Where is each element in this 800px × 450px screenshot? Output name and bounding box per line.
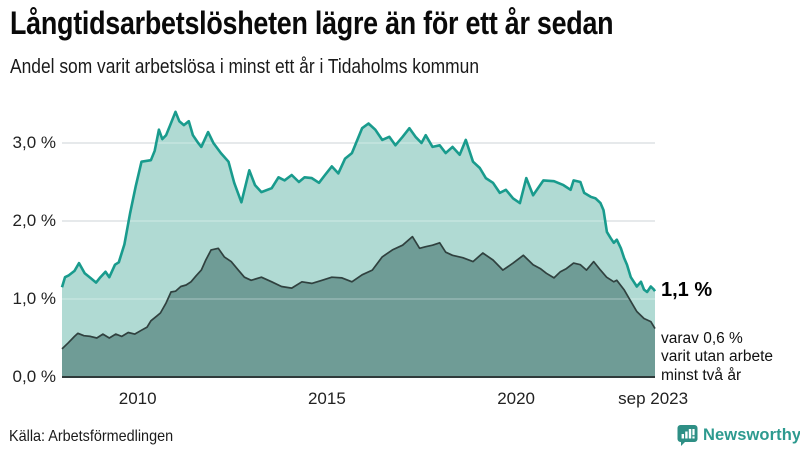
value-label-secondary-line3: minst två år [661,366,742,384]
y-tick-label: 3,0 % [12,133,56,152]
newsworthy-logo: Newsworthy [677,424,800,447]
x-tick-label: 2015 [307,389,346,408]
x-tick-label: sep 2023 [618,389,689,408]
line-series-1 [60,110,657,294]
line-series-2 [61,235,656,350]
y-tick-label: 2,0 % [12,211,56,230]
area-fill-series-2 [62,236,655,377]
value-label-secondary-line1: varav 0,6 % [661,329,743,347]
x-tick-label: 2020 [497,389,536,408]
newsworthy-logo-text: Newsworthy [703,426,800,444]
value-label-secondary: varav 0,6 % varit utan arbete minst två … [661,330,773,386]
value-label-secondary-line2: varit utan arbete [661,348,774,366]
y-tick-label: 0,0 % [12,367,56,386]
newsworthy-logo-icon [677,425,698,446]
x-tick-label: 2010 [118,389,157,408]
y-tick-label: 1,0 % [12,289,56,308]
source-credit: Källa: Arbetsförmedlingen [9,428,174,445]
value-label-current: 1,1 % [661,279,713,302]
chart-subtitle: Andel som varit arbetslösa i minst ett å… [10,56,480,78]
chart-title: Långtidsarbetslösheten lägre än för ett … [10,5,614,41]
